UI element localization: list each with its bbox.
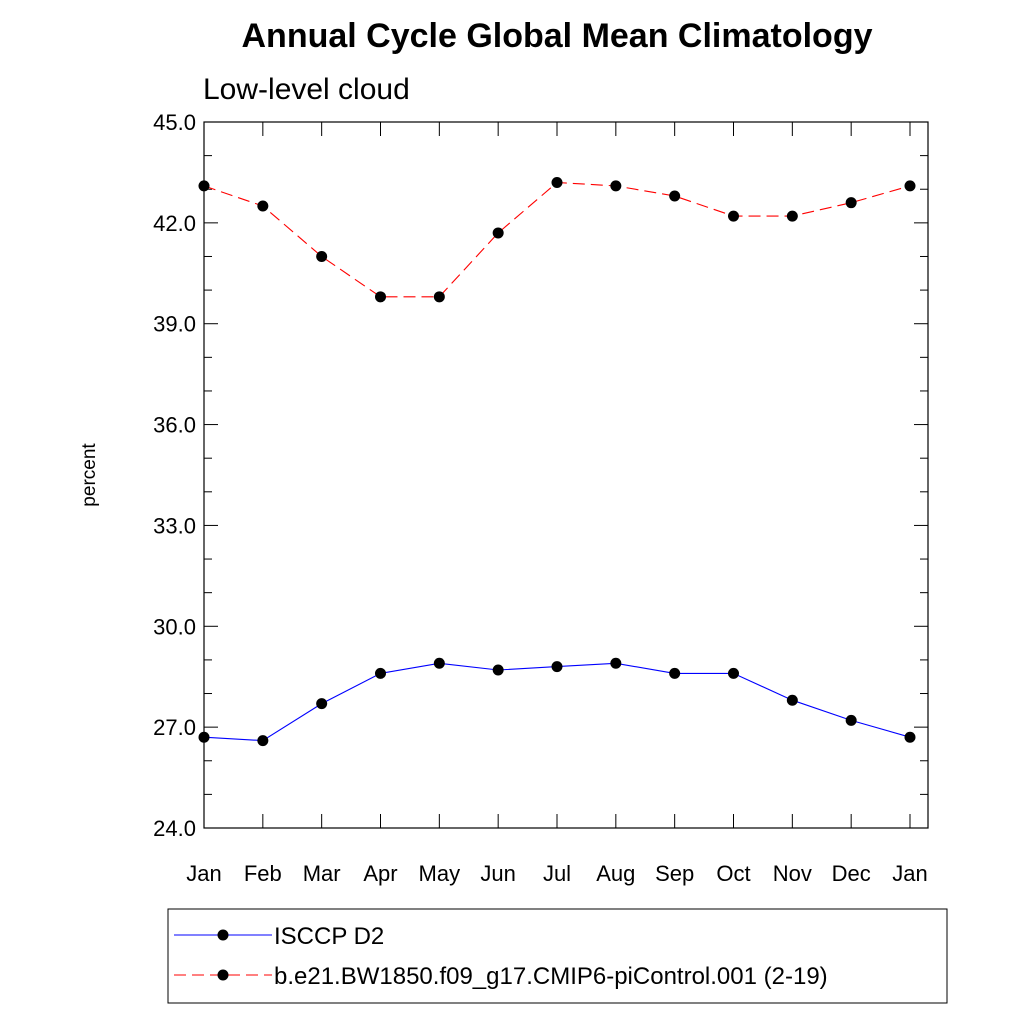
data-point-series-0 <box>316 698 328 710</box>
x-tick-label: Sep <box>655 861 694 886</box>
x-tick-label: Apr <box>363 861 397 886</box>
x-tick-label: Jan <box>892 861 927 886</box>
x-tick-label: Jul <box>543 861 571 886</box>
data-point-series-1 <box>845 197 857 209</box>
plot-frame <box>203 121 929 829</box>
x-tick-label: Aug <box>596 861 635 886</box>
data-point-series-0 <box>669 667 681 679</box>
chart-title: Annual Cycle Global Mean Climatology <box>242 17 873 55</box>
data-point-series-0 <box>433 657 445 669</box>
x-tick-label: Jun <box>480 861 515 886</box>
chart-subtitle: Low-level cloud <box>203 73 410 106</box>
data-point-series-0 <box>551 661 563 673</box>
series-line-1 <box>203 181 911 298</box>
data-point-series-1 <box>728 210 739 222</box>
legend-box <box>167 908 948 1004</box>
y-tick-label: 36.0 <box>153 413 196 438</box>
data-point-series-0 <box>492 664 504 676</box>
series-line-0 <box>203 662 911 742</box>
data-point-series-0 <box>375 667 386 679</box>
data-point-series-0 <box>610 657 622 669</box>
x-tick-label: Feb <box>244 861 282 886</box>
y-tick-label: 39.0 <box>153 312 196 337</box>
data-point-series-0 <box>845 714 857 726</box>
y-tick-label: 27.0 <box>153 715 196 740</box>
data-point-series-1 <box>786 210 798 222</box>
legend-marker-0 <box>217 929 229 941</box>
x-tick-label: Jan <box>186 861 221 886</box>
data-point-series-0 <box>786 694 798 706</box>
y-tick-label: 45.0 <box>153 110 196 135</box>
plot-area: 24.0 27.0 30.0 33.0 36.0 39.0 42.0 45.0 Jan Feb Ma… <box>153 110 929 886</box>
x-tick-label: Mar <box>303 861 341 886</box>
legend-marker-1 <box>217 969 229 981</box>
data-point-series-0 <box>198 731 210 743</box>
data-point-series-0 <box>728 667 739 679</box>
y-tick-label: 42.0 <box>153 211 196 236</box>
data-point-series-1 <box>904 180 916 192</box>
y-tick-label: 30.0 <box>153 614 196 639</box>
legend-label-1: b.e21.BW1850.f09_g17.CMIP6-piControl.001… <box>274 963 828 990</box>
data-point-series-1 <box>257 200 269 212</box>
x-tick-label: May <box>419 861 461 886</box>
y-tick-label: 33.0 <box>153 513 196 538</box>
data-point-series-1 <box>551 177 563 189</box>
legend: ISCCP D2 b.e21.BW1850.f09_g17.CMIP6-piCon… <box>167 908 948 1004</box>
data-point-series-1 <box>433 291 445 303</box>
x-tick-label: Oct <box>716 861 750 886</box>
data-point-series-0 <box>904 731 916 743</box>
data-point-series-1 <box>316 250 328 262</box>
data-point-series-1 <box>198 180 210 192</box>
data-point-series-1 <box>492 227 504 239</box>
y-axis-label: percent <box>79 443 100 507</box>
data-point-series-1 <box>610 180 622 192</box>
y-tick-label: 24.0 <box>153 816 196 841</box>
legend-label-0: ISCCP D2 <box>274 923 384 950</box>
data-point-series-1 <box>669 190 681 202</box>
data-point-series-0 <box>257 735 269 747</box>
x-tick-label: Dec <box>832 861 871 886</box>
x-tick-label: Nov <box>773 861 812 886</box>
data-point-series-1 <box>375 291 386 303</box>
